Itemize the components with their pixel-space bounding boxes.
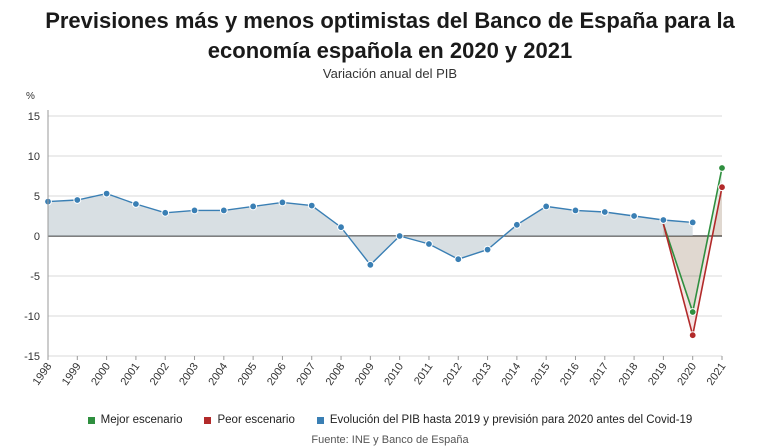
- legend-label-worst: Peor escenario: [217, 414, 295, 426]
- x-tick-label-2020: 2020: [675, 361, 699, 388]
- point-baseline-2013: [483, 245, 492, 254]
- point-worst-2021: [718, 183, 726, 192]
- area-best: [663, 168, 722, 312]
- x-tick-label-2001: 2001: [118, 361, 142, 388]
- x-tick-label-2004: 2004: [206, 361, 230, 388]
- x-tick-label-2019: 2019: [646, 361, 670, 388]
- chart-legend: Mejor escenario Peor escenario Evolución…: [0, 414, 780, 426]
- y-tick-label-5: 5: [34, 191, 40, 203]
- x-tick-label-2006: 2006: [265, 361, 289, 388]
- point-baseline-2010: [395, 232, 404, 240]
- point-baseline-2000: [102, 189, 111, 198]
- point-baseline-2007: [307, 201, 316, 210]
- y-tick-label-10: 10: [28, 151, 40, 163]
- x-tick-label-2009: 2009: [353, 361, 377, 388]
- x-tick-label-2005: 2005: [236, 361, 260, 388]
- x-tick-label-2000: 2000: [89, 361, 113, 388]
- chart-title-line-1: Previsiones más y menos optimistas del B…: [45, 8, 735, 33]
- y-tick-label-neg5: -5: [30, 271, 40, 283]
- point-baseline-1999: [73, 196, 82, 204]
- legend-swatch-baseline: [316, 416, 324, 424]
- point-baseline-2001: [132, 200, 140, 208]
- point-worst-2020: [688, 331, 697, 340]
- x-tick-label-2021: 2021: [705, 361, 729, 388]
- legend-item-worst: Peor escenario: [204, 414, 295, 426]
- point-best-2021: [718, 164, 726, 172]
- point-baseline-2006: [278, 198, 287, 207]
- x-tick-label-2007: 2007: [294, 361, 318, 388]
- point-baseline-2018: [630, 212, 638, 220]
- y-axis-unit-label: %: [26, 91, 35, 102]
- line-layer: [47, 167, 723, 336]
- x-tick-label-2003: 2003: [177, 361, 201, 388]
- legend-item-best: Mejor escenario: [87, 414, 183, 426]
- point-layer: [44, 164, 726, 340]
- chart-source: Fuente: INE y Banco de España: [311, 434, 469, 446]
- point-baseline-2011: [425, 240, 433, 248]
- x-tick-label-2014: 2014: [499, 361, 523, 388]
- x-tick-label-2015: 2015: [529, 361, 553, 388]
- area-worst: [663, 187, 722, 336]
- point-baseline-2005: [249, 202, 258, 211]
- x-tick-label-1999: 1999: [60, 361, 84, 388]
- legend-swatch-best: [87, 416, 95, 424]
- chart-title-line-2: economía española en 2020 y 2021: [207, 38, 573, 63]
- x-tick-label-2008: 2008: [324, 361, 348, 388]
- y-tick-label-0: 0: [34, 231, 40, 243]
- point-baseline-2014: [512, 220, 521, 229]
- point-baseline-2015: [542, 202, 551, 211]
- x-tick-label-1998: 1998: [31, 361, 55, 388]
- point-baseline-2016: [571, 206, 580, 215]
- x-tick-label-2016: 2016: [558, 361, 582, 388]
- legend-label-best: Mejor escenario: [100, 414, 183, 426]
- legend-item-baseline: Evolución del PIB hasta 2019 y previsión…: [316, 414, 693, 426]
- y-tick-label-neg10: -10: [24, 311, 40, 323]
- x-tick-label-2011: 2011: [412, 361, 435, 387]
- y-tick-label-neg15: -15: [24, 351, 40, 363]
- x-tick-label-2013: 2013: [470, 361, 494, 388]
- chart-title: Previsiones más y menos optimistas del B…: [0, 6, 780, 66]
- x-tick-label-2017: 2017: [587, 361, 611, 388]
- y-tick-label-15: 15: [28, 111, 40, 123]
- point-baseline-2019: [659, 216, 668, 224]
- x-tick-label-2018: 2018: [617, 361, 641, 388]
- point-baseline-2017: [600, 208, 609, 216]
- area-baseline: [48, 193, 693, 265]
- point-baseline-2008: [337, 223, 345, 232]
- point-baseline-2004: [219, 206, 228, 215]
- x-tick-label-2002: 2002: [148, 361, 172, 388]
- chart-subtitle: Variación anual del PIB: [322, 66, 458, 81]
- x-tick-label-2012: 2012: [441, 361, 465, 388]
- point-baseline-2009: [366, 260, 375, 269]
- point-baseline-2012: [454, 255, 463, 264]
- legend-swatch-worst: [204, 416, 212, 424]
- point-best-2020: [688, 308, 697, 316]
- point-baseline-2020: [688, 218, 697, 227]
- point-baseline-2003: [190, 206, 199, 215]
- area-layer: [48, 168, 722, 336]
- x-tick-label-2010: 2010: [382, 361, 406, 388]
- point-baseline-2002: [161, 208, 170, 217]
- legend-label-baseline: Evolución del PIB hasta 2019 y previsión…: [329, 414, 693, 426]
